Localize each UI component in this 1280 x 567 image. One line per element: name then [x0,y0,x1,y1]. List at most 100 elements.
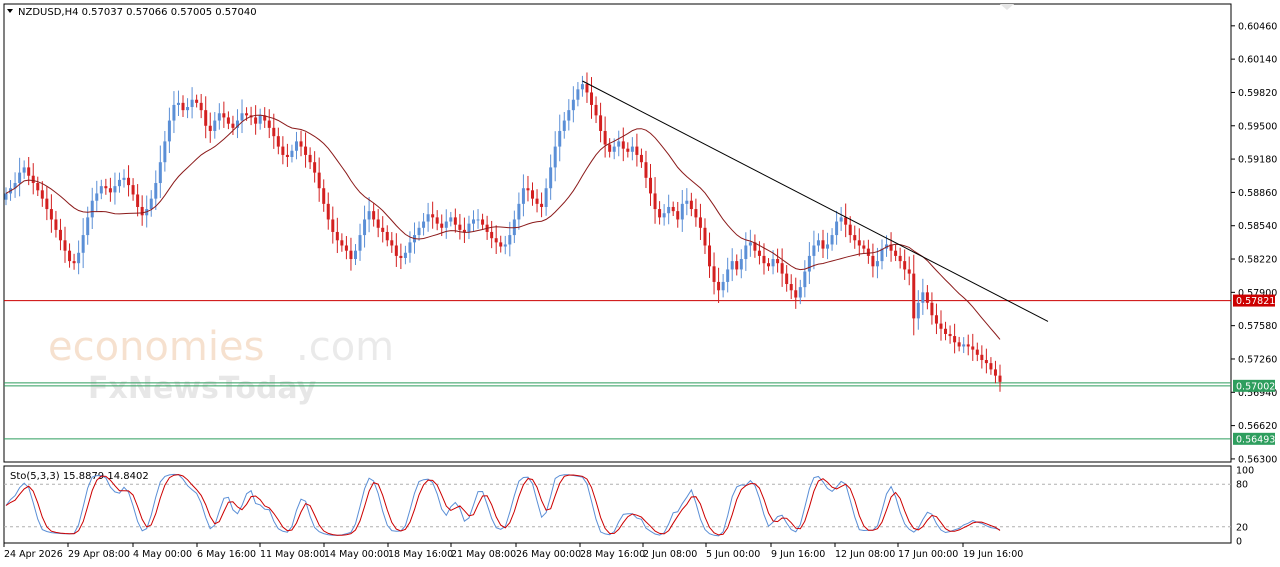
candle-body [803,271,807,288]
time-axis: 24 Apr 2026 29 Apr 08:00 4 May 00:00 6 May … [3,543,1023,560]
price-tick-label: 0.59820 [1238,88,1277,99]
candle-body [739,259,743,270]
price-tick-label: 0.57900 [1238,288,1277,299]
time-tick-label: 24 Apr 2026 [4,549,63,560]
candle-body [86,217,90,236]
candle-body [99,186,103,194]
price-tick-label: 0.59180 [1238,155,1277,166]
level-price-tag [1233,294,1275,307]
price-tick-label: 0.56940 [1238,388,1277,399]
stoch-level-label: 100 [1236,466,1254,477]
candle-body [599,115,603,131]
stoch-main-line [5,473,1001,537]
candle-body [934,315,938,324]
candle-body [104,186,108,189]
trendline[interactable] [582,80,1049,322]
candle-body [222,113,226,118]
candle-body [403,252,407,258]
candle-body [226,117,230,124]
candle-body [4,193,8,200]
candle-body [821,240,825,249]
level-price-labels: 0.57821 0.57002 0.56493 [1233,294,1275,445]
candle-body [254,117,258,124]
candle-body [245,113,249,116]
candle-body [907,269,911,274]
candle-body [172,104,176,121]
candle-body [717,281,721,291]
time-tick-label: 6 May 16:00 [197,549,256,560]
candle-body [944,328,948,334]
candle-body [22,167,26,173]
time-tick-label: 19 Jun 16:00 [963,549,1023,560]
candle-body [326,203,330,220]
candle-body [349,250,353,260]
candle-body [540,203,544,207]
time-tick-label: 21 May 08:00 [451,549,516,560]
candle-body [181,102,185,111]
stoch-level-label: 20 [1236,522,1248,533]
candle-body [948,333,952,337]
candle-body [989,363,993,370]
candle-body [603,130,607,145]
candle-body [154,183,158,199]
candle-body [108,188,112,193]
candle-body [417,227,421,236]
price-tick-label: 0.59500 [1238,121,1277,132]
price-tick-label: 0.56620 [1238,421,1277,432]
candle-body [176,102,180,105]
candle-body [131,185,135,195]
time-tick-label: 14 May 00:00 [324,549,389,560]
time-tick-label: 26 May 00:00 [516,549,581,560]
time-tick-label: 28 May 16:00 [580,549,645,560]
candle-body [136,194,140,207]
candle-body [839,217,843,222]
watermark-brand-suffix: .com [296,324,394,370]
stoch-panel-frame [3,465,1232,544]
level-price-tag [1233,432,1275,445]
candle-body [653,193,657,210]
candle-body [353,250,357,260]
candle-body [36,183,40,191]
candle-body [322,188,326,204]
candle-body [231,123,235,128]
candle-body [308,154,312,163]
candle-body [649,177,653,194]
candle-body [771,259,775,267]
candle-body [712,266,716,282]
candle-body [481,219,485,225]
candle-body [785,273,789,285]
candle-body [113,186,117,193]
candle-body [467,223,471,232]
candle-body [608,144,612,152]
candle-body [186,107,190,111]
candle-body [667,206,671,214]
time-tick-label: 5 Jun 00:00 [706,549,760,560]
dropdown-arrow-icon[interactable] [7,9,13,13]
candle-body [422,221,426,228]
candle-body [526,188,530,191]
candle-body [689,200,693,210]
candle-body [875,261,879,267]
candle-body [344,245,348,251]
candle-body [335,231,339,241]
candle-body [31,175,35,184]
candle-body [77,252,81,264]
candle-body [313,162,317,173]
candle-body [490,231,494,239]
candle-body [204,110,208,126]
time-tick-label: 17 Jun 00:00 [898,549,958,560]
candle-body [930,302,934,316]
candle-body [921,292,925,303]
price-tick-label: 0.60460 [1238,21,1277,32]
candle-body [748,242,752,246]
candle-body [58,229,62,241]
candle-body [753,242,757,251]
candle-body [853,235,857,241]
time-tick-label: 29 Apr 08:00 [68,549,130,560]
candle-body [471,219,475,224]
candle-body [263,115,267,121]
candle-body [962,344,966,347]
candle-body [258,115,262,124]
candle-body [49,209,53,220]
